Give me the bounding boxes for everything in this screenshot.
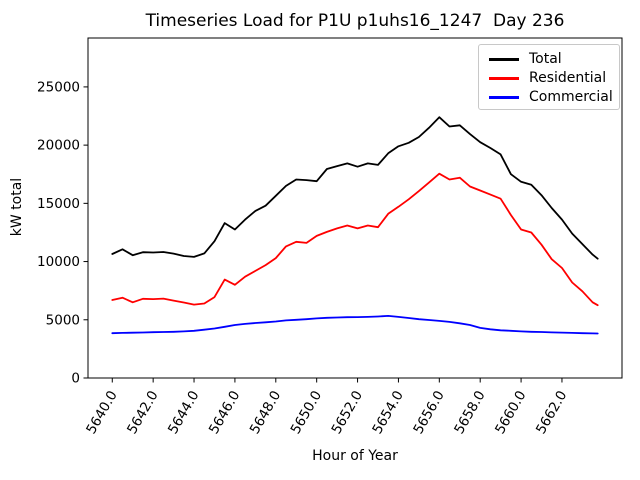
legend-label-residential: Residential (529, 70, 607, 86)
y-tick-label: 5000 (46, 312, 80, 328)
legend-label-total: Total (529, 51, 562, 67)
x-tick-label: 5650.0 (288, 388, 325, 437)
legend-swatch-residential (489, 77, 519, 80)
x-tick-label: 5662.0 (533, 388, 570, 437)
x-tick-label: 5642.0 (124, 388, 161, 437)
x-tick-label: 5644.0 (165, 388, 202, 437)
y-tick-label: 10000 (37, 254, 80, 270)
chart-title: Timeseries Load for P1U p1uhs16_1247 Day… (145, 11, 565, 31)
legend-item-residential: Residential (489, 69, 619, 88)
y-tick-label: 0 (71, 371, 80, 387)
y-axis-label: kW total (9, 177, 25, 237)
y-tick-label: 20000 (37, 138, 80, 154)
legend-swatch-total (489, 58, 519, 61)
series-line-commercial (111, 314, 599, 335)
x-tick-label: 5646.0 (206, 388, 243, 437)
legend-item-commercial: Commercial (489, 88, 619, 107)
x-tick-label: 5640.0 (83, 388, 120, 437)
x-tick-label: 5654.0 (369, 388, 406, 437)
series-line-total (111, 116, 599, 260)
legend-label-commercial: Commercial (529, 89, 613, 105)
y-tick-label: 25000 (37, 79, 80, 95)
legend-swatch-commercial (489, 96, 519, 99)
x-axis-label: Hour of Year (312, 448, 398, 464)
x-tick-label: 5648.0 (247, 388, 284, 437)
plot-frame (87, 37, 623, 379)
legend-item-total: Total (489, 50, 619, 69)
x-tick-label: 5660.0 (492, 388, 529, 437)
y-tick-label: 15000 (37, 196, 80, 212)
series-line-residential (111, 172, 599, 307)
x-tick-label: 5656.0 (410, 388, 447, 437)
x-tick-label: 5658.0 (451, 388, 488, 437)
x-tick-label: 5652.0 (329, 388, 366, 437)
legend: Total Residential Commercial (478, 44, 620, 110)
